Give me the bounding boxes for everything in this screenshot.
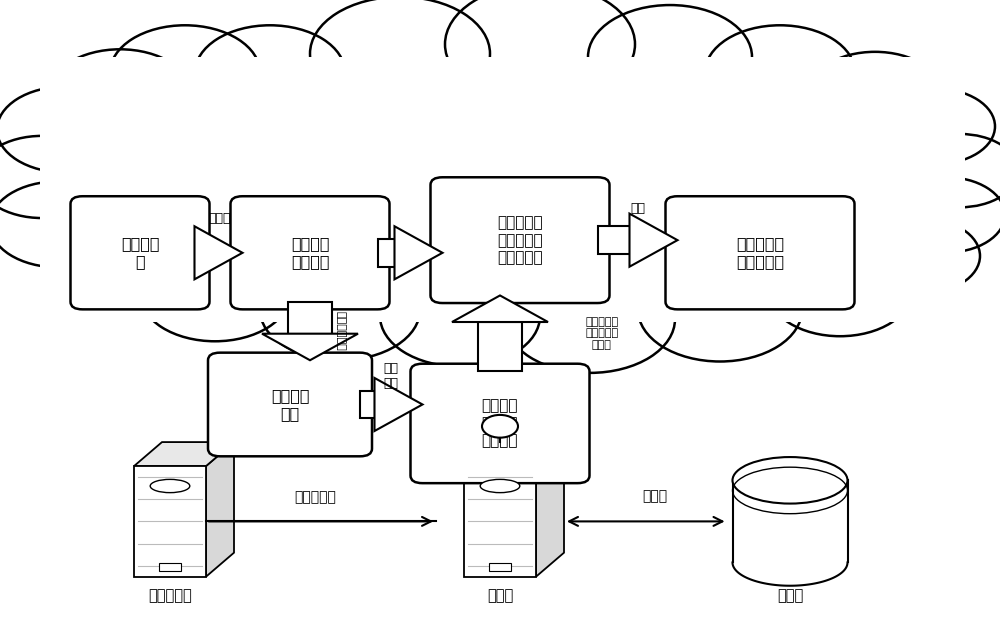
Ellipse shape bbox=[60, 51, 940, 303]
Circle shape bbox=[140, 246, 290, 341]
Circle shape bbox=[638, 258, 802, 362]
Polygon shape bbox=[134, 442, 234, 466]
Circle shape bbox=[768, 245, 912, 336]
Text: 预处理: 预处理 bbox=[209, 212, 231, 224]
Circle shape bbox=[482, 415, 518, 438]
FancyBboxPatch shape bbox=[489, 564, 511, 571]
Circle shape bbox=[902, 134, 1000, 207]
Text: 服务器: 服务器 bbox=[487, 588, 513, 603]
FancyBboxPatch shape bbox=[159, 564, 181, 571]
Circle shape bbox=[875, 88, 995, 164]
Polygon shape bbox=[536, 442, 564, 576]
Text: 信息库: 信息库 bbox=[642, 489, 668, 503]
Circle shape bbox=[380, 265, 540, 367]
Circle shape bbox=[48, 220, 192, 311]
Polygon shape bbox=[464, 442, 564, 466]
FancyBboxPatch shape bbox=[208, 353, 372, 456]
FancyBboxPatch shape bbox=[71, 196, 210, 310]
Ellipse shape bbox=[150, 480, 190, 493]
Ellipse shape bbox=[732, 457, 848, 504]
FancyBboxPatch shape bbox=[430, 178, 609, 303]
Polygon shape bbox=[630, 214, 678, 267]
Circle shape bbox=[48, 49, 192, 140]
Circle shape bbox=[505, 265, 675, 373]
Text: 扩充后的
目标词性
标注序列: 扩充后的 目标词性 标注序列 bbox=[482, 399, 518, 448]
Polygon shape bbox=[262, 334, 358, 360]
Polygon shape bbox=[374, 378, 422, 431]
Text: 训练后的分
类网络模型: 训练后的分 类网络模型 bbox=[736, 236, 784, 269]
Circle shape bbox=[0, 87, 133, 173]
Text: 词向量、权
重向量、分
类训练标签: 词向量、权 重向量、分 类训练标签 bbox=[497, 216, 543, 265]
FancyBboxPatch shape bbox=[40, 57, 965, 322]
Circle shape bbox=[588, 5, 752, 109]
Circle shape bbox=[0, 181, 126, 267]
Text: 迭代
扩充: 迭代 扩充 bbox=[384, 362, 399, 390]
Text: 待训练样本: 待训练样本 bbox=[294, 490, 336, 504]
Circle shape bbox=[0, 136, 107, 218]
Text: 添加分类训
练标签、向
量提取: 添加分类训 练标签、向 量提取 bbox=[585, 317, 618, 350]
Ellipse shape bbox=[480, 480, 520, 493]
FancyBboxPatch shape bbox=[134, 466, 206, 576]
FancyBboxPatch shape bbox=[411, 364, 589, 483]
Polygon shape bbox=[378, 239, 394, 267]
Circle shape bbox=[195, 25, 345, 120]
Polygon shape bbox=[194, 239, 198, 267]
Circle shape bbox=[807, 52, 943, 138]
Circle shape bbox=[885, 177, 1000, 253]
Circle shape bbox=[310, 0, 490, 111]
FancyBboxPatch shape bbox=[230, 196, 389, 310]
Polygon shape bbox=[598, 226, 630, 254]
Circle shape bbox=[260, 259, 420, 360]
Polygon shape bbox=[394, 226, 442, 279]
Polygon shape bbox=[288, 302, 332, 334]
Circle shape bbox=[110, 25, 260, 120]
Text: 目标词性
标注序列: 目标词性 标注序列 bbox=[291, 236, 329, 269]
Polygon shape bbox=[206, 442, 234, 576]
Text: 待训练样
本: 待训练样 本 bbox=[121, 236, 159, 269]
FancyBboxPatch shape bbox=[732, 480, 848, 562]
Circle shape bbox=[445, 0, 635, 104]
Circle shape bbox=[860, 218, 980, 294]
Text: 存储器: 存储器 bbox=[777, 588, 803, 603]
Polygon shape bbox=[360, 391, 374, 418]
Text: 训练: 训练 bbox=[630, 202, 645, 215]
Circle shape bbox=[705, 25, 855, 120]
Polygon shape bbox=[194, 226, 242, 279]
Polygon shape bbox=[452, 296, 548, 322]
FancyBboxPatch shape bbox=[666, 196, 854, 310]
Text: 查询挖掘规则: 查询挖掘规则 bbox=[335, 311, 345, 351]
Text: 样本服务器: 样本服务器 bbox=[148, 588, 192, 603]
FancyBboxPatch shape bbox=[464, 466, 536, 576]
Polygon shape bbox=[478, 322, 522, 371]
Text: 目标挖掘
规则: 目标挖掘 规则 bbox=[271, 388, 309, 421]
